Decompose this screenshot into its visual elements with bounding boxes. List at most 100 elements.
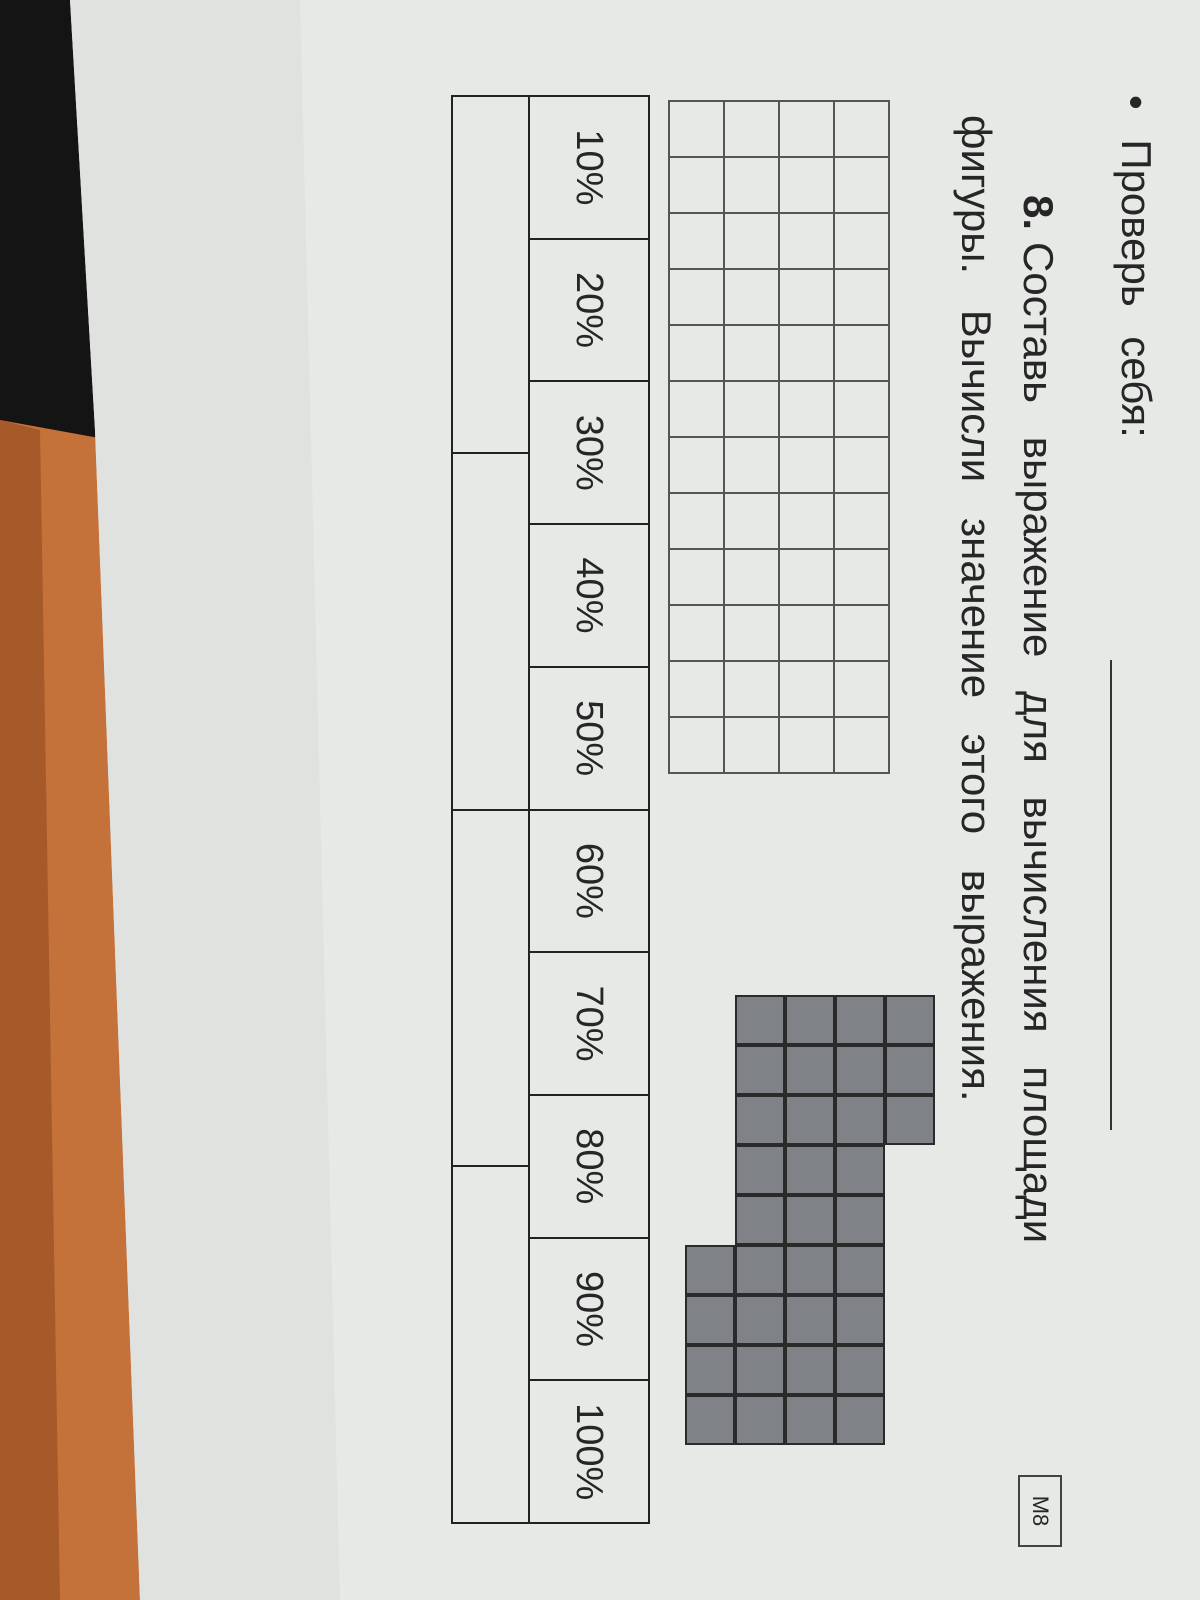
empty-grid bbox=[668, 100, 890, 774]
percent-cell: 50% bbox=[530, 667, 648, 811]
grid-cell bbox=[668, 326, 723, 382]
grid-cell bbox=[778, 438, 833, 494]
grid-cell bbox=[668, 158, 723, 214]
shaded-cell bbox=[835, 1145, 885, 1195]
shaded-cell bbox=[785, 1395, 835, 1445]
shaded-cell bbox=[835, 1095, 885, 1145]
grid-cell bbox=[668, 438, 723, 494]
percent-cell: 30% bbox=[530, 382, 648, 526]
answer-row bbox=[453, 97, 528, 1522]
grid-cell bbox=[668, 550, 723, 606]
task-text-2: фигуры. Вычисли значение этого выражения… bbox=[953, 115, 1000, 1102]
grid-cell bbox=[778, 270, 833, 326]
percent-cell: 100% bbox=[568, 1403, 611, 1501]
answer-cell bbox=[453, 453, 528, 811]
shaded-cell bbox=[785, 1345, 835, 1395]
answer-cell bbox=[453, 1167, 528, 1522]
shaded-cell bbox=[785, 1195, 835, 1245]
shaded-cell bbox=[835, 1245, 885, 1295]
task-line-1: 8. Составь выражение для вычисления площа… bbox=[1014, 195, 1062, 1243]
shaded-cell bbox=[685, 1245, 735, 1295]
shaded-cell bbox=[735, 1395, 785, 1445]
shaded-cell bbox=[835, 1195, 885, 1245]
grid-cell bbox=[833, 102, 888, 158]
grid-cell bbox=[668, 270, 723, 326]
grid-cell bbox=[778, 382, 833, 438]
shaded-cell bbox=[835, 1045, 885, 1095]
grid-cell bbox=[833, 326, 888, 382]
shaded-cell bbox=[835, 1345, 885, 1395]
grid-cell bbox=[723, 214, 778, 270]
grid-cell bbox=[833, 550, 888, 606]
shaded-figure bbox=[685, 995, 935, 1445]
grid-cell bbox=[723, 158, 778, 214]
grid-cell bbox=[723, 662, 778, 718]
grid-cell bbox=[778, 718, 833, 774]
grid-cell bbox=[668, 662, 723, 718]
shaded-cell bbox=[735, 1245, 785, 1295]
grid-cell bbox=[833, 606, 888, 662]
grid-cell bbox=[778, 102, 833, 158]
grid-cell bbox=[833, 382, 888, 438]
grid-cell bbox=[723, 382, 778, 438]
grid-cell bbox=[833, 718, 888, 774]
shaded-cell bbox=[685, 1345, 735, 1395]
grid-cell bbox=[833, 158, 888, 214]
grid-cell bbox=[668, 494, 723, 550]
answer-cell bbox=[453, 97, 528, 454]
shaded-cell bbox=[885, 995, 935, 1045]
shaded-cell bbox=[735, 995, 785, 1045]
percent-cell: 20% bbox=[530, 239, 648, 383]
shaded-cell bbox=[785, 1245, 835, 1295]
percent-row: 10% 20% 30% 40% 50% 60% 70% 80% 90% 100% bbox=[528, 97, 648, 1522]
shaded-cell bbox=[785, 1145, 835, 1195]
section-badge: М8 bbox=[1018, 1475, 1062, 1547]
grid-cell bbox=[723, 438, 778, 494]
grid-cell bbox=[778, 494, 833, 550]
shaded-cell bbox=[785, 1295, 835, 1345]
shaded-cell bbox=[735, 1195, 785, 1245]
shaded-cell bbox=[735, 1345, 785, 1395]
shaded-cell bbox=[835, 1295, 885, 1345]
shaded-cell bbox=[785, 1045, 835, 1095]
percent-cell: 10% bbox=[530, 97, 648, 240]
task-text-1: Составь выражение для вычисления площади bbox=[1015, 242, 1062, 1244]
shaded-cell bbox=[685, 1395, 735, 1445]
grid-cell bbox=[723, 494, 778, 550]
shaded-cell bbox=[885, 1045, 935, 1095]
grid-cell bbox=[668, 382, 723, 438]
answer-cell bbox=[453, 810, 528, 1168]
grid-cell bbox=[668, 718, 723, 774]
shaded-cell bbox=[835, 1395, 885, 1445]
grid-cell bbox=[723, 718, 778, 774]
grid-cell bbox=[723, 550, 778, 606]
paper-sheet bbox=[70, 0, 1200, 1600]
grid-cell bbox=[723, 606, 778, 662]
grid-cell bbox=[833, 438, 888, 494]
grid-cell bbox=[833, 270, 888, 326]
shaded-cell bbox=[785, 995, 835, 1045]
shaded-cell bbox=[735, 1145, 785, 1195]
grid-cell bbox=[778, 158, 833, 214]
shaded-cell bbox=[735, 1295, 785, 1345]
grid-cell bbox=[723, 270, 778, 326]
percent-cell: 70% bbox=[530, 953, 648, 1096]
check-yourself-label: Проверь себя: bbox=[1113, 139, 1160, 438]
grid-cell bbox=[778, 550, 833, 606]
percent-cell: 80% bbox=[530, 1095, 648, 1239]
grid-cell bbox=[668, 102, 723, 158]
grid-cell bbox=[778, 606, 833, 662]
grid-cell bbox=[723, 102, 778, 158]
grid-cell bbox=[833, 662, 888, 718]
grid-cell bbox=[833, 494, 888, 550]
shaded-cell bbox=[835, 995, 885, 1045]
grid-cell bbox=[778, 214, 833, 270]
shaded-cell bbox=[685, 1295, 735, 1345]
progress-table: 10% 20% 30% 40% 50% 60% 70% 80% 90% 100% bbox=[451, 95, 650, 1524]
percent-cell: 90% bbox=[530, 1238, 648, 1382]
grid-cell bbox=[778, 662, 833, 718]
percent-cell: 60% bbox=[530, 810, 648, 954]
grid-cell bbox=[723, 326, 778, 382]
